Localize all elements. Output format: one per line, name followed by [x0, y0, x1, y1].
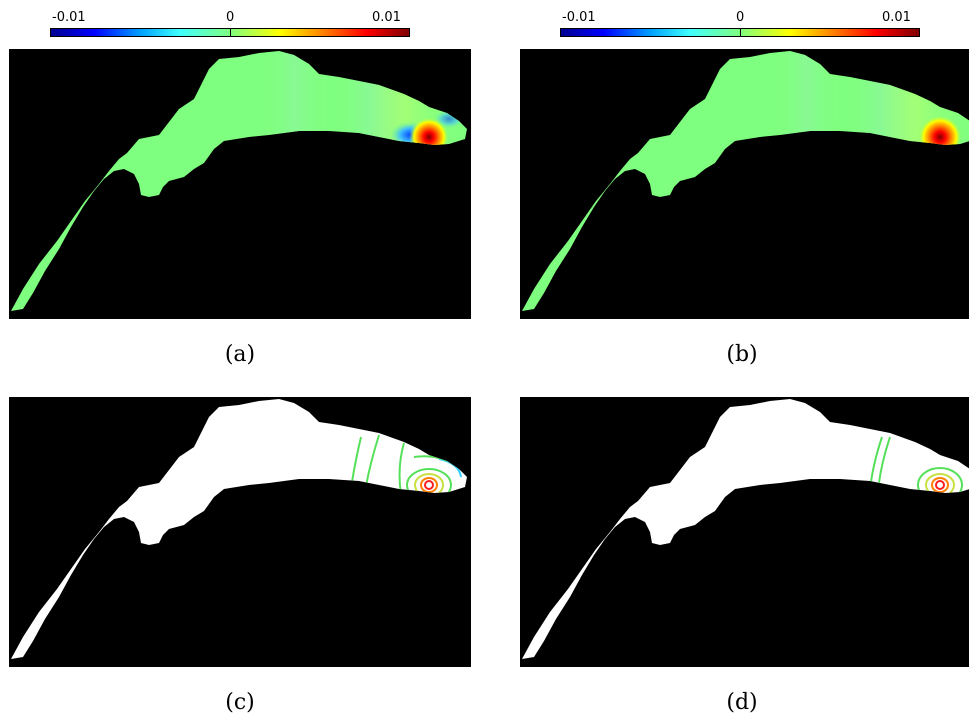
colorbar-tick-max: 0.01	[372, 10, 401, 25]
panel-b-image	[520, 49, 969, 319]
panel-a-image	[9, 49, 471, 319]
colorbar-zero-tick	[740, 28, 741, 37]
colorbar-tick-mid: 0	[226, 10, 235, 25]
panel-a-caption: (a)	[224, 342, 256, 367]
panel-b-caption: (b)	[726, 342, 758, 367]
colorbar-zero-tick	[230, 28, 231, 37]
colorbar-b: -0.01 0 0.01	[560, 10, 920, 38]
panel-c-image	[9, 397, 471, 667]
panel-d-image	[520, 397, 969, 667]
colorbar-a: -0.01 0 0.01	[50, 10, 410, 38]
panel-d-caption: (d)	[726, 690, 758, 715]
colorbar-tick-min: -0.01	[52, 10, 86, 25]
colorbar-tick-min: -0.01	[562, 10, 596, 25]
colorbar-tick-mid: 0	[736, 10, 745, 25]
colorbar-tick-max: 0.01	[882, 10, 911, 25]
panel-c-caption: (c)	[225, 690, 255, 715]
